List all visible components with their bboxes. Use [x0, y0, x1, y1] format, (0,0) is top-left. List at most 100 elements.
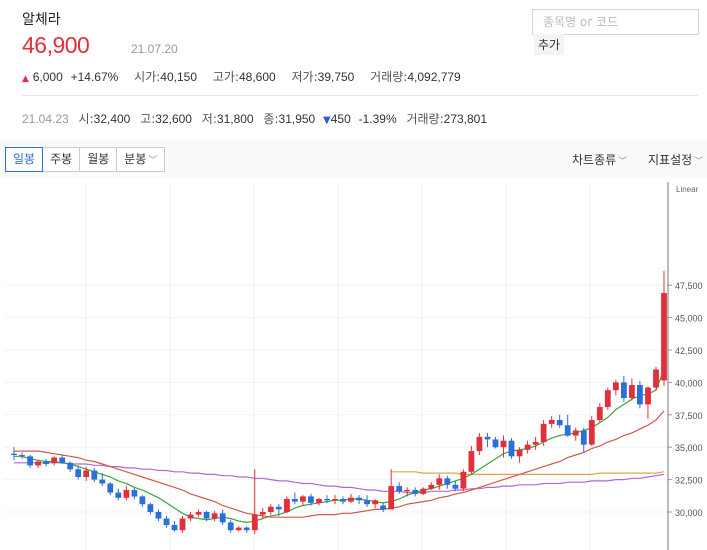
candle-body [364, 500, 370, 505]
tab-monthly[interactable]: 월봉 [79, 147, 118, 172]
candle-body [412, 490, 419, 494]
candlestick-chart[interactable]: 30,000 32,500 35,000 37,500 40,000 42,500 45,0… [0, 178, 707, 550]
volume-value: 4,092,779 [407, 70, 461, 84]
y-tick-label: 32,500 [675, 476, 703, 486]
y-tick-label: 45,000 [675, 314, 703, 324]
candle-body [404, 490, 411, 492]
candle-body [251, 514, 258, 531]
candle-body [380, 505, 386, 510]
ohlc-readout: 21.04.23 시:32,400 고:32,600 저:31,800 종:31… [22, 112, 488, 126]
period-tabs: 일봉 주봉 월봉 분봉 ﹀ [5, 147, 166, 172]
candle-body [284, 499, 290, 512]
ohlc-close: 31,950 [278, 112, 316, 126]
candle-body [532, 442, 539, 445]
y-tick-label: 42,500 [675, 346, 703, 356]
candle-body [59, 457, 66, 463]
candle-body [436, 478, 443, 485]
candle-body [171, 525, 178, 531]
candle-body [292, 499, 298, 502]
ma120-line [391, 471, 665, 475]
candle-body [540, 423, 547, 442]
candle-body [27, 456, 33, 466]
change-percent: +14.67% [70, 70, 119, 84]
candle-body [492, 439, 499, 448]
candle-body [300, 496, 306, 502]
candle-body [645, 387, 651, 405]
candle-body [484, 436, 491, 440]
candle-body [613, 382, 619, 391]
candle-body [596, 407, 603, 420]
candle-body [115, 492, 122, 498]
indicator-settings-button[interactable]: 지표설정 ﹀ [648, 151, 703, 168]
tab-minute[interactable]: 분봉 ﹀ [116, 147, 166, 172]
candle-body [211, 513, 218, 519]
candle-body [460, 471, 467, 489]
candle-body [324, 499, 330, 501]
candle-body [548, 420, 555, 424]
candle-body [35, 461, 41, 466]
candle-body [83, 470, 90, 477]
down-arrow-icon: ▼ [323, 115, 331, 126]
candle-body [139, 496, 146, 505]
ohlc-close-label: 종 [263, 112, 275, 126]
candle-body [163, 518, 170, 525]
stock-name: 알체라 [22, 12, 61, 28]
candle-body [348, 497, 354, 502]
price-date: 21.07.20 [131, 42, 178, 56]
candle-body [123, 490, 130, 498]
scale-label: Linear [676, 185, 699, 194]
candle-body [11, 453, 17, 455]
ma20-line [14, 410, 665, 518]
candle-body [516, 449, 523, 457]
candle-body [91, 470, 98, 480]
candle-body [500, 440, 507, 448]
candle-body [219, 513, 226, 523]
candle-body [275, 506, 282, 510]
high-label: 고가 [212, 70, 235, 84]
search-input[interactable] [532, 9, 699, 35]
ohlc-volume-label: 거래량 [406, 112, 440, 126]
candle-body [372, 500, 378, 505]
candle-body [147, 504, 154, 512]
y-tick-label: 30,000 [675, 508, 703, 518]
candle-body [524, 444, 531, 450]
candle-body [621, 382, 627, 398]
candle-body [203, 512, 210, 519]
candle-body [67, 462, 74, 470]
candle-body [155, 512, 162, 519]
ohlc-low: 31,800 [216, 112, 254, 126]
volume-label: 거래량 [370, 70, 404, 84]
ma5-line [14, 369, 665, 524]
candle-body [75, 469, 82, 477]
chevron-down-icon: ﹀ [618, 157, 628, 167]
low-value: 39,750 [317, 70, 355, 84]
candle-body [476, 436, 483, 452]
y-tick-label: 35,000 [675, 443, 703, 453]
y-tick-label: 47,500 [675, 281, 703, 291]
ma60-line [14, 462, 665, 494]
divider [22, 95, 698, 96]
y-tick-label: 37,500 [675, 411, 703, 421]
candle-body [187, 514, 194, 519]
candle-body [227, 522, 234, 531]
ohlc-high-label: 고 [140, 112, 152, 126]
indicator-settings-label: 지표설정 [648, 153, 693, 167]
ohlc-open-label: 시 [78, 112, 90, 126]
ohlc-change-percent: -1.39% [358, 112, 397, 126]
candle-body [19, 455, 25, 457]
candle-body [580, 430, 587, 445]
tab-daily[interactable]: 일봉 [5, 147, 44, 172]
candle-body [629, 385, 635, 398]
candle-body [637, 385, 643, 405]
candle-body [340, 499, 346, 502]
candle-body [332, 499, 338, 501]
candle-body [131, 490, 138, 497]
candle-body [388, 486, 395, 510]
add-button[interactable]: 추가 [534, 34, 565, 55]
change-amount: 6,000 [32, 70, 63, 84]
tab-weekly[interactable]: 주봉 [42, 147, 81, 172]
chart-type-button[interactable]: 차트종류 ﹀ [572, 151, 627, 168]
candle-body [452, 484, 459, 489]
candle-body [588, 420, 595, 445]
up-arrow-icon: ▲ [22, 74, 29, 84]
